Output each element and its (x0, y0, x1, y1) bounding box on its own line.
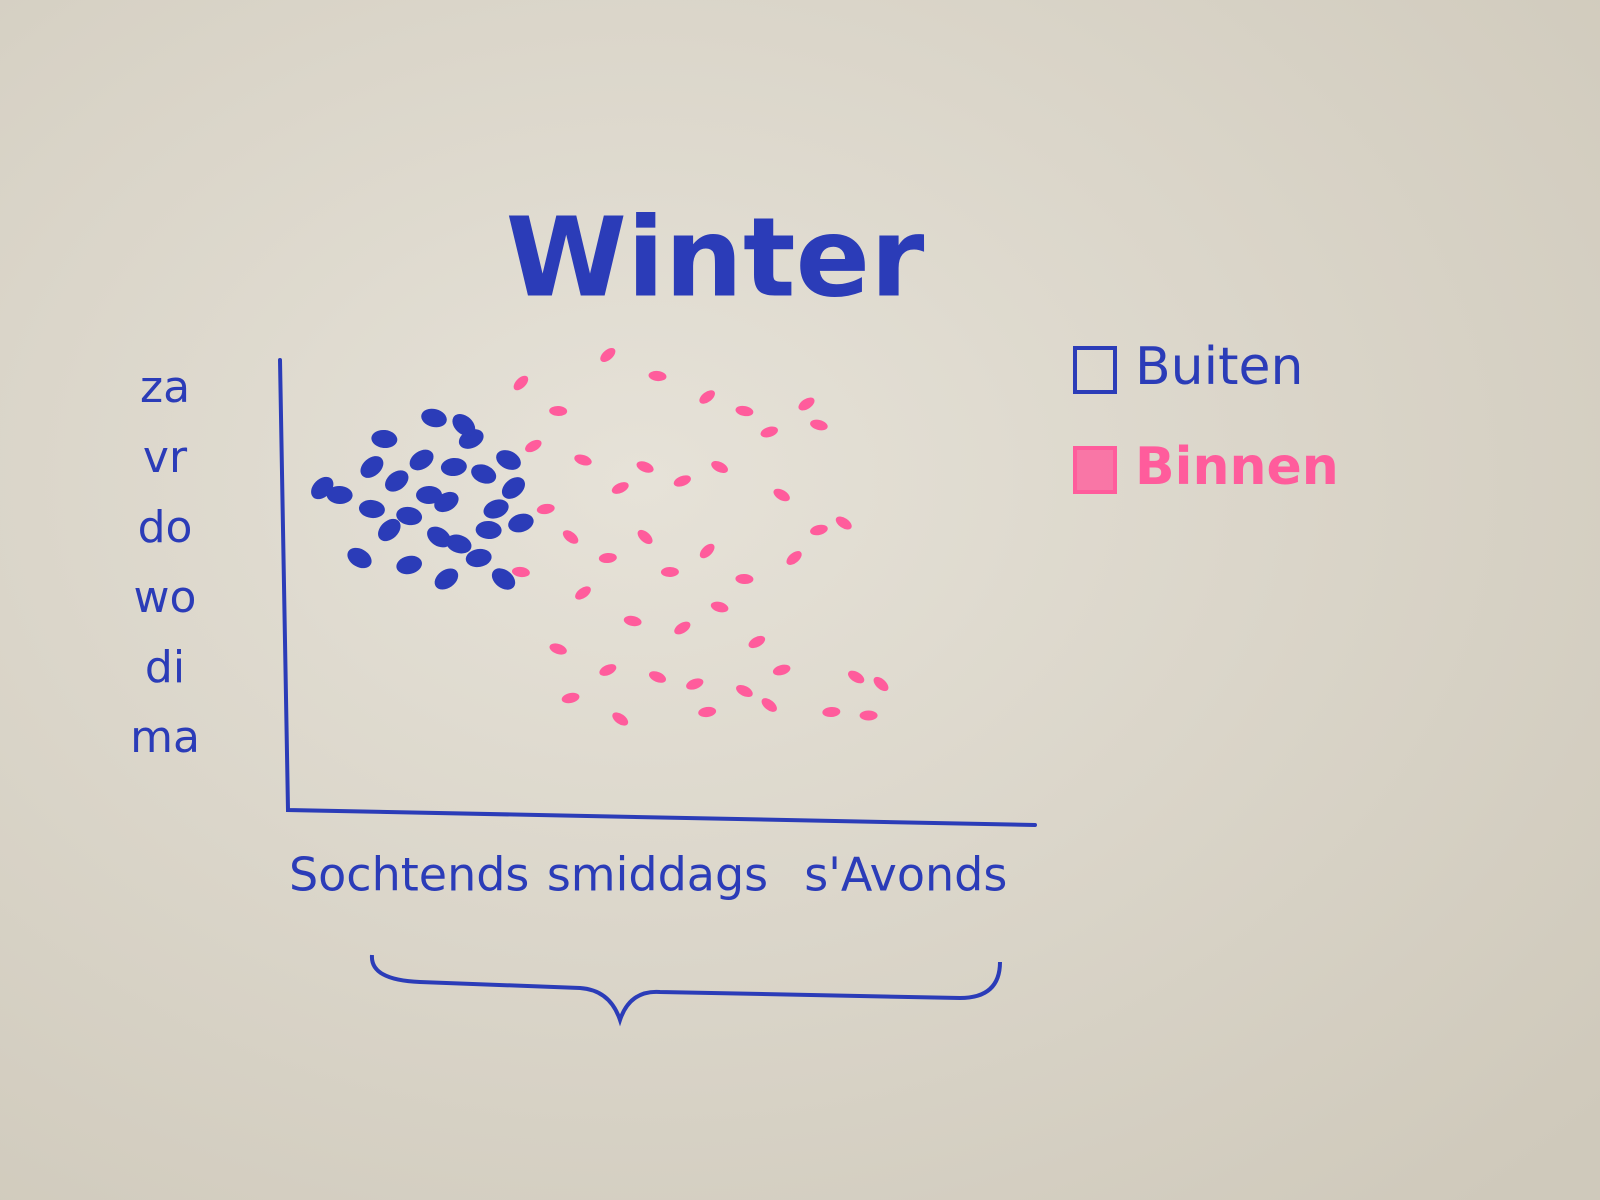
point (648, 671, 667, 683)
legend-swatch (1073, 446, 1117, 494)
point (873, 676, 889, 692)
point (475, 520, 502, 540)
point (491, 568, 516, 590)
point (773, 488, 790, 502)
point (446, 534, 472, 554)
point (513, 375, 529, 391)
point (636, 461, 654, 473)
point (699, 390, 715, 404)
axes (278, 358, 1037, 827)
point (508, 513, 534, 533)
point (835, 516, 852, 530)
point (536, 503, 555, 515)
point (471, 464, 497, 484)
point (848, 670, 865, 684)
point (735, 573, 754, 585)
point (483, 499, 509, 519)
point (452, 414, 476, 436)
point (496, 450, 521, 470)
y-tick-label: vr (143, 432, 188, 483)
point (810, 524, 828, 536)
point (736, 684, 753, 698)
point (735, 405, 754, 417)
point (748, 635, 766, 649)
point (711, 461, 728, 473)
point (699, 543, 715, 559)
point (600, 347, 616, 363)
point (358, 499, 385, 519)
chart-title: Winter (506, 193, 925, 321)
point (772, 664, 791, 676)
x-tick-label: s'Avonds (804, 848, 1007, 902)
point (511, 566, 530, 578)
point (598, 552, 617, 564)
point (612, 712, 629, 726)
brace (369, 954, 1002, 1027)
point (360, 456, 384, 478)
point (611, 482, 629, 494)
point (760, 426, 778, 438)
point (549, 405, 568, 417)
point (859, 710, 878, 721)
y-tick-label: di (145, 642, 185, 693)
point (427, 526, 451, 548)
legend-label: Buiten (1135, 337, 1303, 397)
point (561, 692, 580, 704)
point (761, 698, 777, 712)
point (501, 477, 525, 499)
point (786, 551, 802, 565)
point (416, 485, 443, 505)
point (673, 475, 691, 487)
point (549, 643, 567, 655)
point (660, 566, 679, 578)
point (674, 621, 691, 635)
point (822, 706, 841, 718)
point (798, 397, 815, 411)
point (575, 586, 591, 600)
point (421, 408, 447, 428)
y-tick-label: wo (134, 572, 197, 623)
point (378, 518, 401, 542)
point (648, 370, 667, 382)
point (396, 506, 423, 526)
point (623, 615, 642, 627)
point (637, 529, 653, 545)
point (599, 664, 617, 676)
point (465, 548, 492, 568)
point (326, 485, 353, 505)
x-tick-label: Sochtends (289, 848, 529, 902)
legend-swatch (1073, 346, 1117, 394)
point (698, 706, 717, 718)
point (371, 429, 398, 449)
point (686, 678, 704, 690)
point (525, 439, 542, 453)
point (409, 449, 434, 471)
legend-label: Binnen (1135, 437, 1339, 497)
point (396, 555, 422, 575)
point (440, 457, 467, 477)
point (385, 470, 409, 492)
point (434, 568, 459, 590)
point (710, 601, 729, 613)
x-tick-label: smiddags (547, 848, 768, 902)
point (347, 547, 372, 569)
point (810, 419, 828, 431)
point (574, 454, 592, 466)
y-tick-label: do (138, 502, 193, 553)
y-tick-label: ma (130, 712, 200, 763)
y-tick-label: za (140, 362, 190, 413)
point (562, 530, 579, 544)
